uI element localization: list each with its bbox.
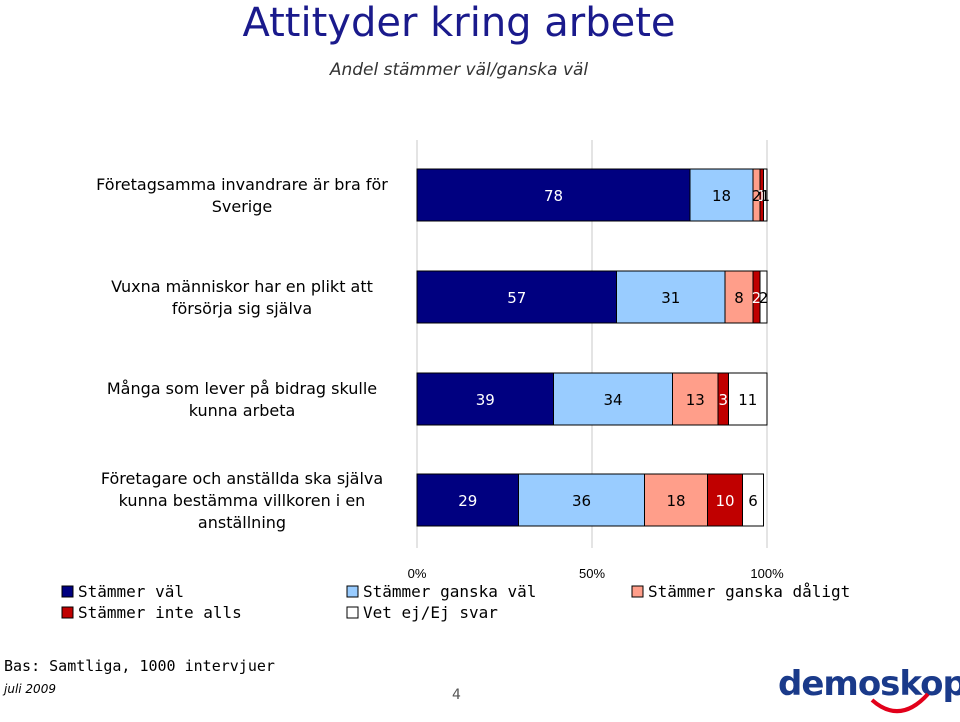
stacked-bar-chart: 0% 50% 100% Företagsamma invandrare är bra …: [61, 140, 850, 622]
demoskop-logo: demoskop: [778, 664, 960, 704]
date-note: juli 2009: [4, 682, 56, 696]
bar-segment: [742, 473, 764, 527]
data-label: 2: [752, 289, 762, 307]
legend-label: Stämmer väl: [78, 582, 184, 601]
category-label: Många som lever på bidrag skulle: [107, 379, 377, 398]
bar-segment: [759, 270, 768, 324]
category-label: Sverige: [212, 197, 273, 216]
bar-segment: [644, 473, 708, 527]
logo-swoosh-icon: [870, 692, 930, 714]
bar-segment: [763, 168, 768, 222]
data-label: 3: [718, 391, 728, 409]
legend-label: Stämmer ganska dåligt: [648, 582, 850, 601]
bar-segment: [416, 270, 617, 324]
chart-subtitle: Andel stämmer väl/ganska väl: [329, 60, 589, 80]
data-label: 2: [752, 187, 762, 205]
bar-segment: [728, 372, 768, 426]
legend-label: Stämmer inte alls: [78, 603, 242, 622]
category-label: Vuxna människor har en plikt att: [111, 277, 373, 296]
data-label: 18: [712, 187, 731, 205]
legend-label: Vet ej/Ej svar: [363, 603, 498, 622]
data-label: 39: [476, 391, 495, 409]
x-tick-label: 0%: [408, 566, 427, 581]
x-tick-label: 50%: [579, 566, 605, 581]
legend-swatch: [61, 606, 74, 619]
category-label: försörja sig själva: [172, 299, 312, 318]
data-label: 78: [544, 187, 563, 205]
page-number: 4: [452, 687, 461, 703]
data-label: 10: [715, 492, 734, 510]
bar-segment: [416, 372, 554, 426]
base-note: Bas: Samtliga, 1000 intervjuer: [4, 657, 275, 675]
legend-label: Stämmer ganska väl: [363, 582, 536, 601]
bar-segment: [707, 473, 743, 527]
category-label: anställning: [198, 513, 286, 532]
data-label: 2: [759, 289, 769, 307]
legend-swatch: [61, 585, 74, 598]
bar-segment: [518, 473, 645, 527]
data-label: 57: [507, 289, 526, 307]
data-label: 11: [738, 391, 757, 409]
legend-swatch: [346, 606, 359, 619]
category-label: Företagare och anställda ska själva: [101, 469, 383, 488]
data-label: 31: [661, 289, 680, 307]
data-label: 36: [572, 492, 591, 510]
data-label: 1: [760, 187, 770, 205]
data-label: 18: [666, 492, 685, 510]
category-label: Företagsamma invandrare är bra för: [96, 175, 388, 194]
data-label: 34: [603, 391, 622, 409]
bar-segment: [616, 270, 726, 324]
bar-segment: [724, 270, 754, 324]
data-label: 6: [748, 492, 758, 510]
category-label: kunna bestämma villkoren i en: [119, 491, 366, 510]
data-label: 29: [458, 492, 477, 510]
bar-segment: [672, 372, 719, 426]
bar-segment: [689, 168, 754, 222]
legend-swatch: [631, 585, 644, 598]
legend-swatch: [346, 585, 359, 598]
data-label: 1: [757, 187, 767, 205]
x-tick-label: 100%: [750, 566, 784, 581]
category-label: kunna arbeta: [189, 401, 296, 420]
chart-title: Attityder kring arbete: [242, 0, 676, 46]
bar-segment: [416, 473, 519, 527]
data-label: 8: [734, 289, 744, 307]
data-label: 13: [686, 391, 705, 409]
bar-segment: [553, 372, 673, 426]
